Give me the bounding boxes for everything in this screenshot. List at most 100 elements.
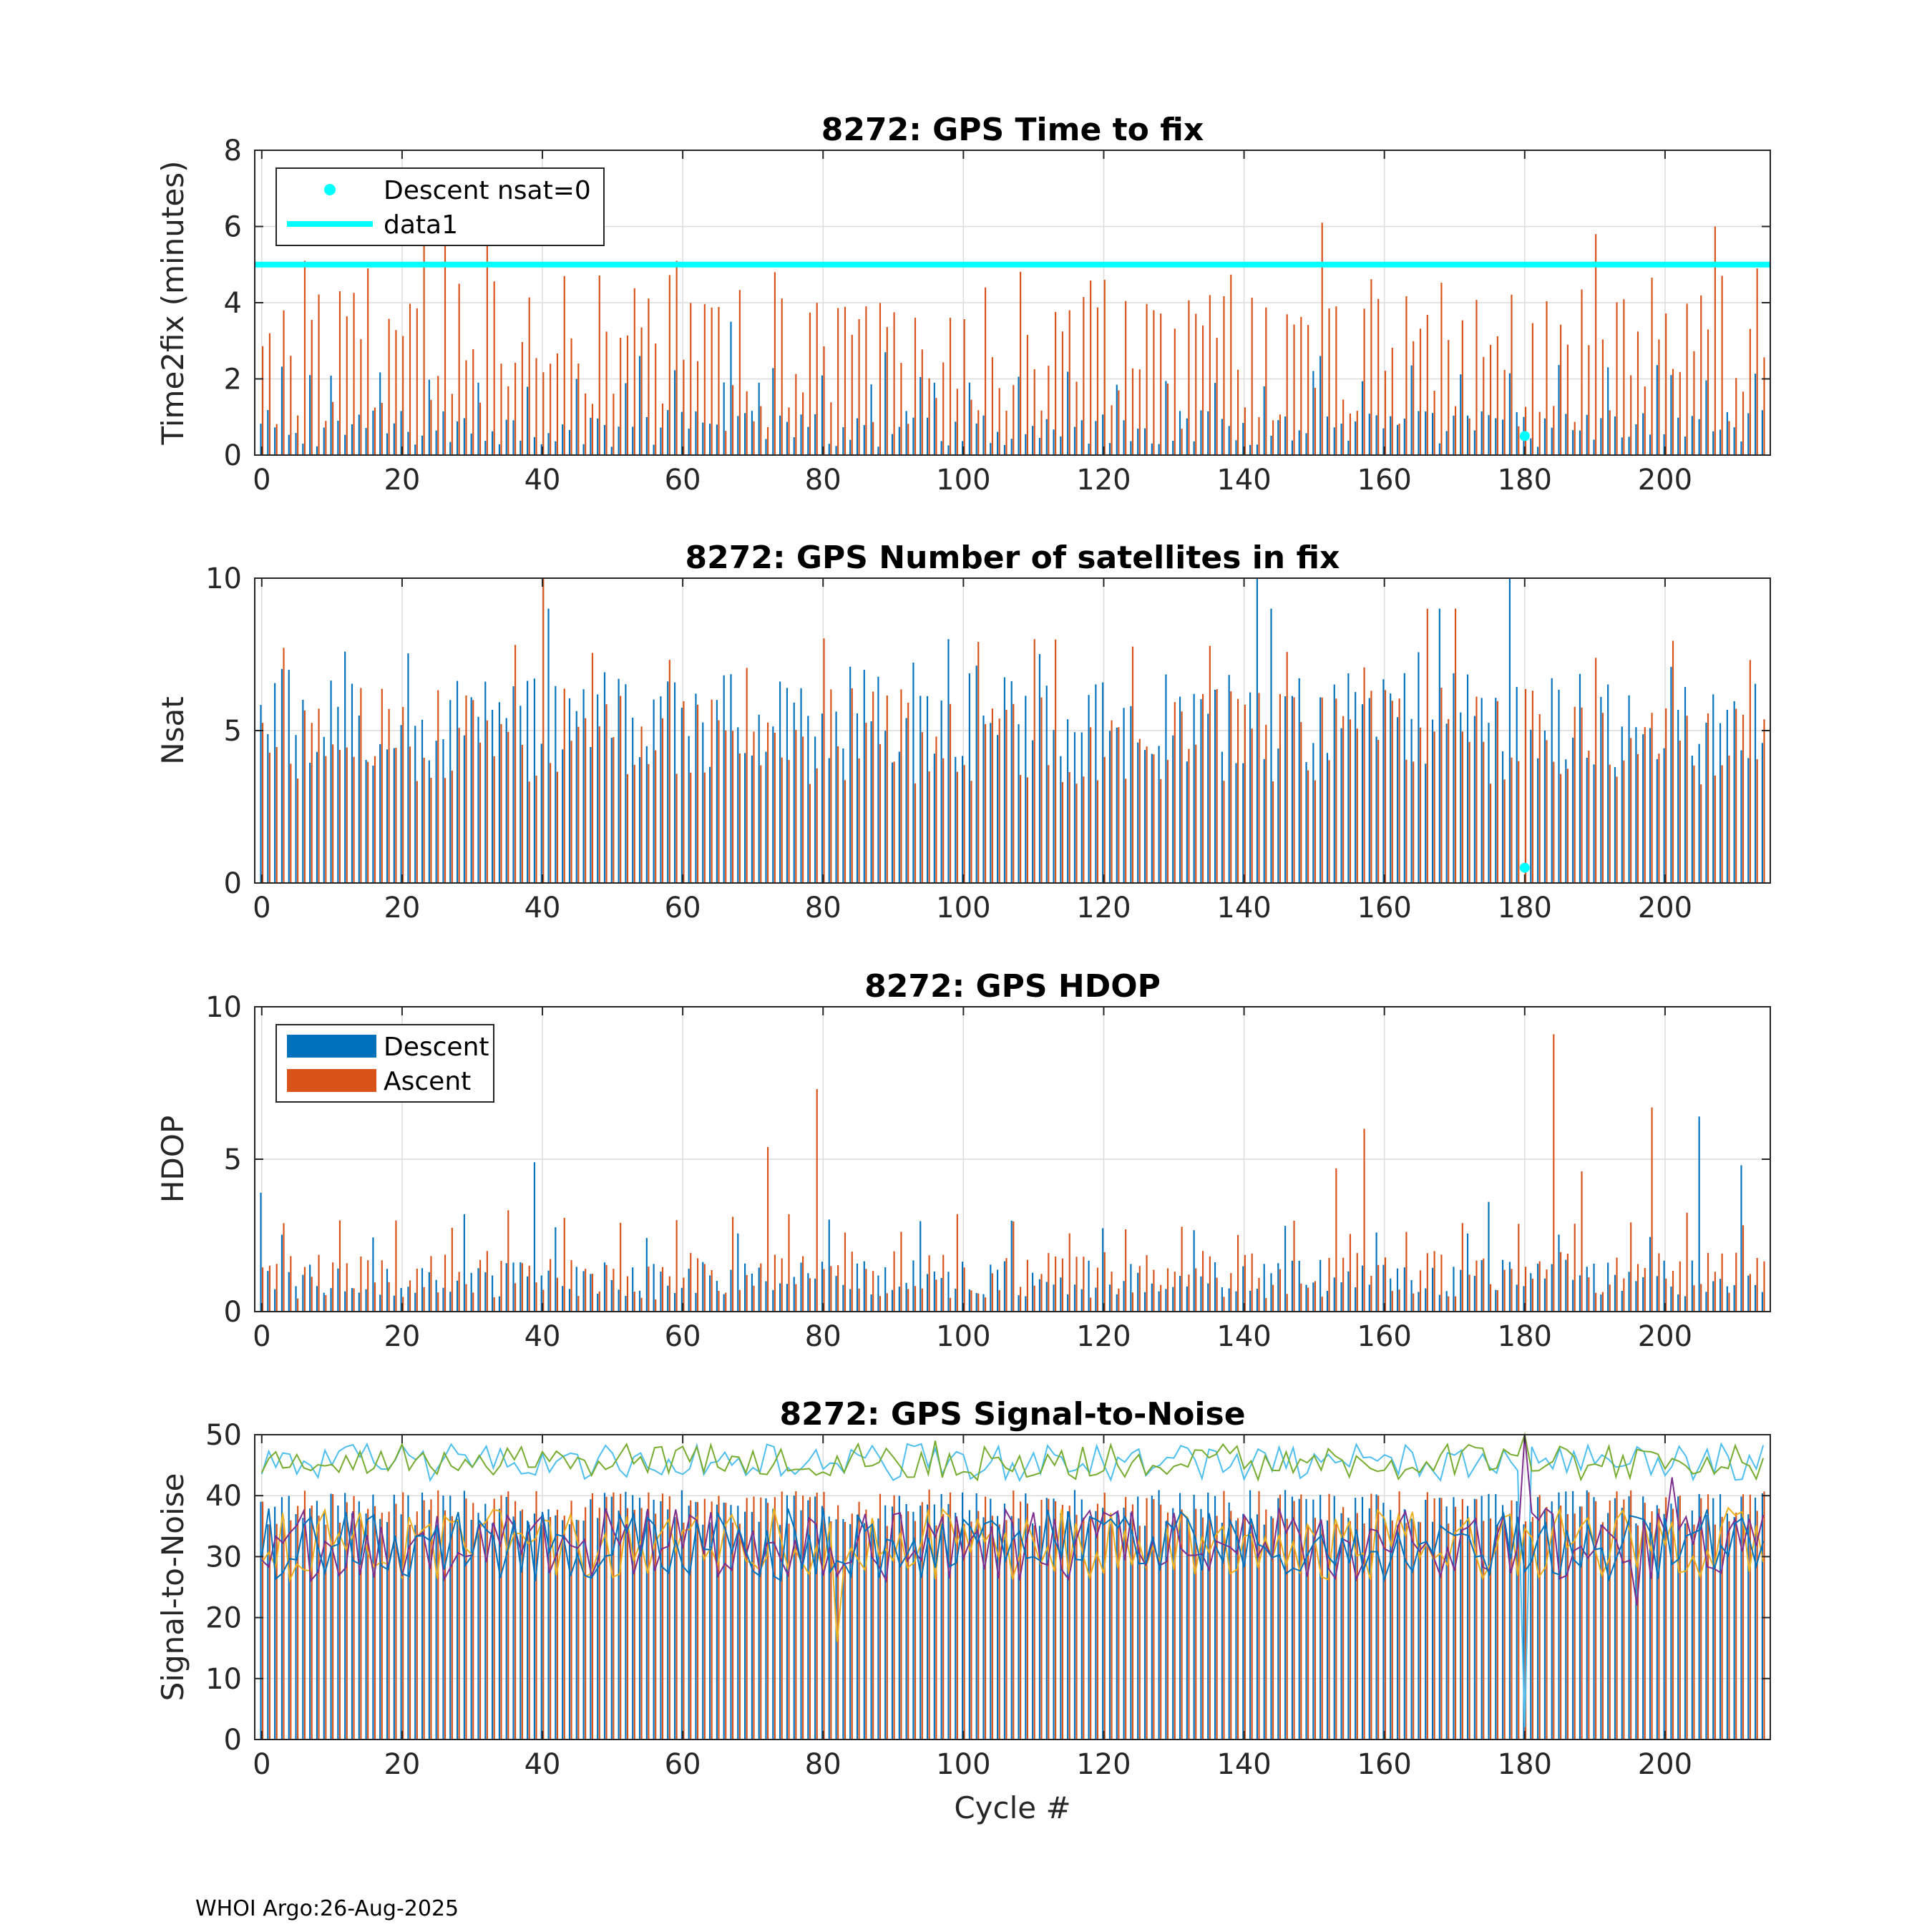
descent-bar [737, 1233, 739, 1312]
descent-bar [1277, 1263, 1279, 1312]
descent-bar [456, 680, 459, 883]
descent-bar [947, 445, 950, 455]
descent-bar [1116, 1512, 1118, 1740]
ascent-bar [563, 1516, 565, 1740]
ascent-bar [1601, 713, 1604, 883]
ascent-bar [963, 319, 965, 455]
descent-bar [505, 419, 507, 455]
ascent-bar [935, 736, 937, 883]
descent-bar [477, 716, 479, 883]
descent-bar [1010, 439, 1013, 455]
descent-bar [1003, 1503, 1005, 1740]
descent-bar [1614, 416, 1616, 455]
ascent-bar [1356, 728, 1358, 883]
ascent-bar [837, 1265, 839, 1312]
descent-bar [1410, 718, 1413, 883]
ascent-bar [528, 1525, 530, 1740]
descent-bar [856, 1514, 859, 1740]
descent-bar [590, 1499, 592, 1740]
x-tick-label: 180 [1498, 1320, 1552, 1353]
descent-bar [1073, 426, 1076, 455]
descent-bar [898, 426, 900, 455]
ascent-bar [661, 1267, 664, 1312]
ascent-bar [1511, 757, 1513, 883]
x-tick-label: 200 [1638, 1748, 1692, 1781]
descent-bar [716, 424, 718, 455]
descent-bar [1010, 1516, 1013, 1740]
descent-bar [610, 738, 613, 883]
descent-bar [1747, 413, 1750, 455]
descent-bar [1712, 431, 1714, 455]
descent-bar [730, 674, 732, 883]
descent-bar [618, 1289, 620, 1312]
ascent-bar [858, 318, 860, 455]
ascent-bar [984, 723, 987, 883]
descent-bar [842, 748, 844, 883]
ascent-bar [1349, 413, 1352, 455]
descent-bar [870, 1294, 872, 1312]
descent-bar [955, 1289, 957, 1312]
ascent-bar [837, 746, 839, 883]
descent-bar [1523, 1524, 1525, 1740]
ascent-bar [1356, 411, 1358, 455]
ascent-bar [914, 318, 917, 455]
descent-bar [1143, 750, 1146, 883]
descent-bar [1516, 411, 1518, 455]
descent-bar [267, 1271, 269, 1312]
ascent-bar [1258, 693, 1260, 883]
ascent-bar [1131, 368, 1134, 455]
ascent-bar [437, 376, 439, 455]
ascent-bar [416, 1268, 418, 1312]
descent-bar [1165, 381, 1167, 455]
ascent-bar [844, 1522, 847, 1740]
descent-bar [1080, 1289, 1083, 1312]
ascent-bar [725, 431, 727, 455]
ascent-bar [283, 1223, 285, 1312]
descent-bar [1396, 424, 1399, 455]
descent-bar [835, 446, 837, 455]
descent-bar [786, 1284, 789, 1312]
ascent-bar [423, 238, 425, 455]
footer-stamp: WHOI Argo:26-Aug-2025 [195, 1896, 459, 1921]
descent-bar [492, 709, 494, 883]
descent-bar [1355, 1498, 1357, 1740]
ascent-bar [696, 1502, 699, 1740]
ascent-bar [788, 760, 790, 883]
descent-bar [1340, 1513, 1342, 1740]
ascent-bar [1307, 770, 1309, 883]
descent-bar [1502, 1259, 1504, 1312]
chart-title: 8272: GPS Time to fix [821, 112, 1204, 148]
ascent-bar [1454, 406, 1457, 455]
y-axis-label: Nsat [155, 696, 190, 765]
descent-bar [379, 1518, 381, 1740]
ascent-bar [1349, 719, 1352, 883]
ascent-bar [914, 1521, 917, 1740]
descent-bar [1263, 1524, 1265, 1740]
descent-bar [540, 1275, 542, 1312]
y-tick-label: 0 [224, 867, 242, 900]
descent-bar [1600, 1524, 1602, 1740]
ascent-bar [718, 720, 720, 883]
ascent-bar [718, 1290, 720, 1312]
ascent-bar [577, 726, 580, 883]
descent-bar [512, 420, 514, 455]
descent-bar [1698, 743, 1700, 883]
ascent-bar [613, 1269, 615, 1312]
ascent-bar [984, 1297, 987, 1312]
y-tick-label: 5 [224, 1143, 242, 1176]
descent-bar [492, 1523, 494, 1740]
descent-bar [982, 715, 985, 883]
descent-bar [667, 1509, 669, 1740]
x-tick-label: 40 [525, 1748, 561, 1781]
x-tick-label: 120 [1076, 892, 1131, 924]
ascent-bar [781, 1258, 783, 1312]
descent-bar [702, 722, 704, 883]
ascent-bar [1272, 781, 1274, 883]
ascent-bar [346, 316, 348, 455]
ascent-bar [1103, 1493, 1106, 1740]
ascent-bar [963, 1267, 965, 1312]
descent-bar [821, 1506, 824, 1740]
descent-bar [1719, 1279, 1722, 1312]
ascent-bar [402, 707, 404, 883]
descent-bar [1663, 434, 1665, 455]
